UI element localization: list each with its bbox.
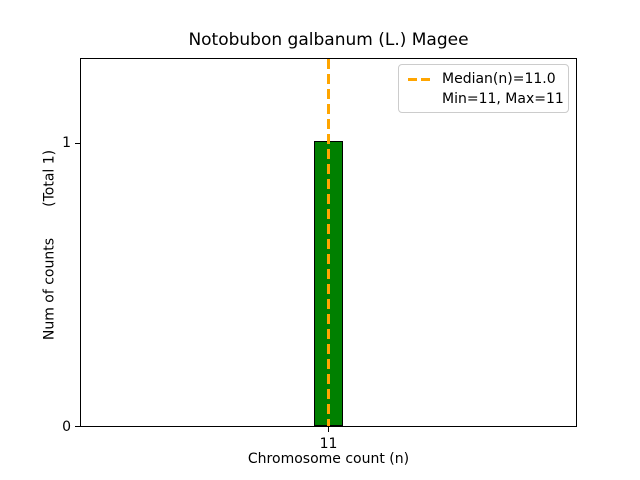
legend-entry-minmax: Min=11, Max=11: [442, 91, 564, 107]
y-tick-mark-0: [75, 426, 80, 427]
legend-entry-median: Median(n)=11.0: [442, 71, 556, 87]
y-tick-label-1: 1: [62, 135, 71, 151]
legend-row-median: Median(n)=11.0: [408, 69, 560, 89]
y-tick-label-0: 0: [62, 419, 71, 435]
legend-row-minmax: Min=11, Max=11: [408, 89, 564, 109]
chart-title: Notobubon galbanum (L.) Magee: [188, 30, 469, 50]
median-dash-sample-icon: [408, 77, 433, 81]
x-tick-mark-11: [328, 427, 329, 432]
x-tick-label-11: 11: [319, 436, 338, 452]
legend-blank-handle: [408, 98, 433, 101]
legend: Median(n)=11.0 Min=11, Max=11: [398, 64, 569, 113]
plot-area: [80, 58, 577, 427]
x-axis-label: Chromosome count (n): [247, 451, 410, 467]
y-axis-label: Num of counts (Total 1): [41, 149, 58, 341]
y-tick-mark-1: [75, 143, 80, 144]
median-dashed-line: [327, 59, 330, 426]
